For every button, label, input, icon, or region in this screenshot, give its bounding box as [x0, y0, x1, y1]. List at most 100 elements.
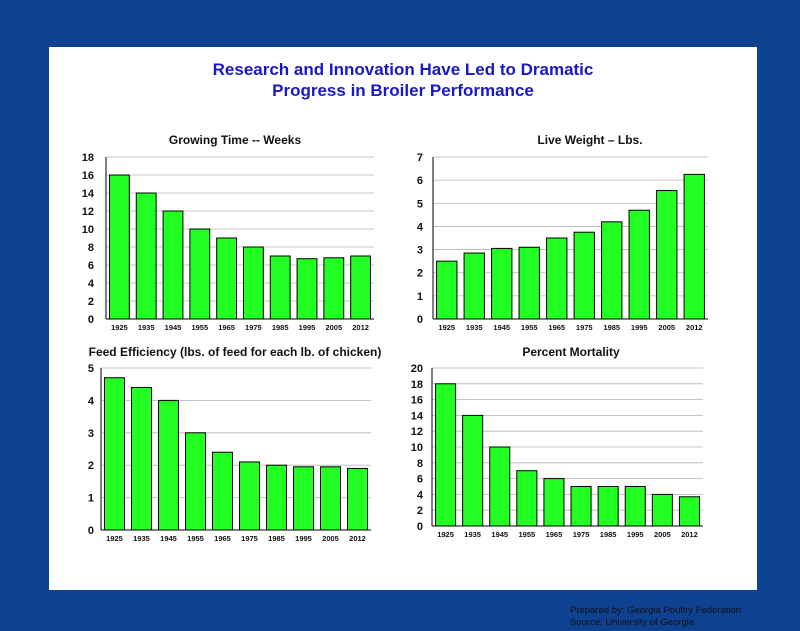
bar — [185, 432, 206, 531]
y-tick-label: 0 — [417, 521, 423, 533]
prepared-by-text: Prepared by: Georgia Poultry Federation — [570, 605, 742, 616]
y-tick-label: 4 — [417, 221, 424, 233]
bar — [601, 221, 623, 320]
bar — [216, 237, 238, 320]
bar — [347, 467, 368, 531]
x-tick-label: 1965 — [214, 534, 231, 543]
chart-title: Growing Time -- Weeks — [169, 133, 302, 147]
y-tick-label: 3 — [88, 428, 94, 440]
bar — [350, 255, 372, 320]
bar — [597, 486, 619, 527]
bar — [320, 466, 341, 531]
bar — [678, 496, 700, 527]
y-tick-label: 8 — [88, 242, 94, 254]
y-tick-label: 0 — [417, 314, 423, 326]
y-tick-label: 5 — [88, 363, 94, 375]
y-tick-label: 18 — [411, 379, 423, 391]
x-tick-label: 1925 — [106, 534, 123, 543]
bar — [436, 260, 458, 320]
y-tick-label: 6 — [417, 474, 423, 486]
x-tick-label: 2012 — [349, 534, 366, 543]
x-tick-label: 1995 — [299, 323, 316, 332]
x-tick-label: 1995 — [295, 534, 312, 543]
x-tick-label: 1955 — [187, 534, 204, 543]
y-tick-label: 14 — [82, 188, 95, 200]
y-tick-label: 2 — [417, 505, 423, 517]
bar — [296, 258, 318, 320]
x-tick-label: 1975 — [576, 323, 593, 332]
x-tick-label: 1975 — [241, 534, 258, 543]
bar — [435, 383, 457, 527]
y-tick-label: 16 — [411, 395, 423, 407]
bar — [489, 446, 511, 527]
y-tick-label: 4 — [88, 395, 95, 407]
page-title-line-2: Progress in Broiler Performance — [272, 81, 534, 100]
y-tick-label: 4 — [88, 278, 95, 290]
bar — [546, 237, 568, 320]
bar — [189, 228, 211, 320]
bar — [462, 414, 484, 527]
x-tick-label: 2012 — [352, 323, 369, 332]
x-tick-label: 1945 — [160, 534, 177, 543]
x-tick-label: 1965 — [218, 323, 235, 332]
y-tick-label: 12 — [411, 426, 423, 438]
y-tick-label: 10 — [82, 224, 94, 236]
x-tick-label: 1935 — [133, 534, 150, 543]
x-tick-label: 1945 — [491, 530, 508, 539]
y-tick-label: 3 — [417, 245, 423, 257]
bar — [323, 257, 345, 320]
x-tick-label: 1995 — [627, 530, 644, 539]
y-tick-label: 1 — [88, 493, 94, 505]
y-tick-label: 12 — [82, 206, 94, 218]
y-tick-label: 14 — [411, 410, 424, 422]
page-title-line-1: Research and Innovation Have Led to Dram… — [212, 60, 594, 79]
x-tick-label: 1975 — [573, 530, 590, 539]
x-tick-label: 1985 — [603, 323, 620, 332]
bar — [104, 377, 125, 531]
credits: Prepared by: Georgia Poultry Federation … — [570, 605, 741, 629]
y-tick-label: 2 — [417, 268, 423, 280]
bar — [242, 246, 264, 320]
y-tick-label: 20 — [411, 363, 423, 375]
y-tick-label: 18 — [82, 152, 94, 164]
chart-title: Feed Efficiency (lbs. of feed for each l… — [89, 345, 382, 359]
y-tick-label: 10 — [411, 442, 423, 454]
bar — [269, 255, 291, 320]
bar — [463, 252, 485, 320]
x-tick-label: 1935 — [466, 323, 483, 332]
bar — [491, 247, 513, 320]
chart-percent-mortality: Percent Mortality 0 2 4 6 8 10 12 14 16 18 20 1925 19… — [411, 345, 703, 539]
x-tick-label: 2012 — [686, 323, 703, 332]
x-tick-label: 2012 — [681, 530, 698, 539]
x-tick-label: 1995 — [631, 323, 648, 332]
x-tick-label: 1955 — [519, 530, 536, 539]
x-tick-label: 2005 — [325, 323, 342, 332]
y-tick-label: 4 — [417, 489, 424, 501]
bar — [135, 192, 157, 320]
x-tick-label: 1945 — [165, 323, 182, 332]
bar — [573, 231, 595, 320]
y-tick-label: 1 — [417, 291, 423, 303]
x-tick-label: 1925 — [111, 323, 128, 332]
bar — [131, 386, 152, 531]
chart-growing-time: Growing Time -- Weeks 0 2 4 6 8 10 12 14 16 18 1925… — [82, 133, 374, 332]
x-tick-label: 1925 — [438, 323, 455, 332]
x-tick-label: 1965 — [548, 323, 565, 332]
bar — [162, 210, 184, 320]
chart-title: Percent Mortality — [522, 345, 620, 359]
content-panel: Research and Innovation Have Led to Dram… — [49, 47, 757, 628]
x-tick-label: 1955 — [521, 323, 538, 332]
bar — [683, 173, 705, 320]
y-tick-label: 0 — [88, 525, 94, 537]
bar — [543, 478, 565, 527]
bar — [518, 246, 540, 320]
y-tick-label: 7 — [417, 152, 423, 164]
chart-title: Live Weight – Lbs. — [537, 133, 642, 147]
x-tick-label: 1925 — [437, 530, 454, 539]
x-tick-label: 1985 — [268, 534, 285, 543]
chart-feed-efficiency: Feed Efficiency (lbs. of feed for each l… — [88, 345, 382, 543]
y-tick-label: 6 — [88, 260, 94, 272]
bar — [656, 190, 678, 320]
x-tick-label: 2005 — [658, 323, 675, 332]
y-tick-label: 2 — [88, 296, 94, 308]
